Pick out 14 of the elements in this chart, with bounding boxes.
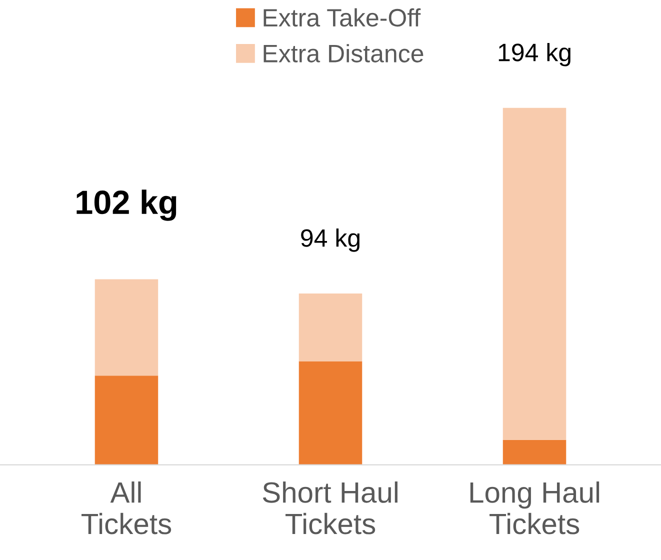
annotation: 194 kg — [498, 42, 570, 66]
legend-label: Extra Take-Off — [264, 8, 421, 27]
bar — [502, 440, 566, 465]
x-tick-label: Long Haul Tickets — [470, 481, 600, 534]
x-tick-label: All Tickets — [82, 481, 172, 534]
bar — [94, 279, 158, 376]
x-tick-label: Short Haul Tickets — [262, 481, 398, 534]
legend-label: Extra Distance — [264, 44, 424, 62]
bar — [502, 108, 566, 440]
bar — [298, 294, 362, 362]
annotation: 94 kg — [301, 228, 360, 252]
bar — [94, 376, 158, 465]
annotation: 102 kg — [76, 190, 176, 221]
bar — [298, 361, 362, 465]
